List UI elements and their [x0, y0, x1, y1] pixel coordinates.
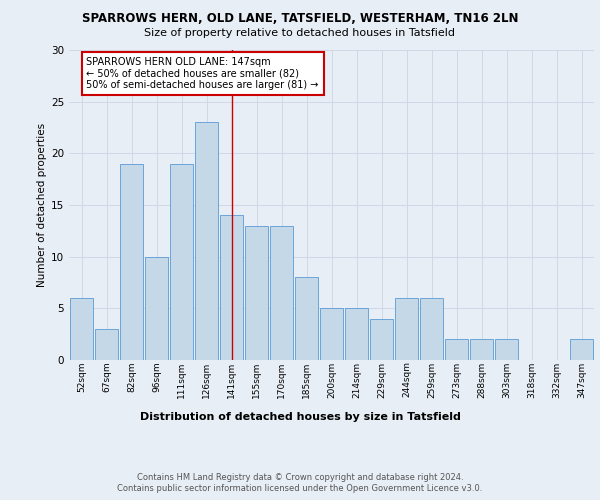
Text: Contains HM Land Registry data © Crown copyright and database right 2024.: Contains HM Land Registry data © Crown c… — [137, 472, 463, 482]
Text: Distribution of detached houses by size in Tatsfield: Distribution of detached houses by size … — [140, 412, 460, 422]
Bar — [194, 122, 218, 360]
Bar — [269, 226, 293, 360]
Bar — [119, 164, 143, 360]
Text: Contains public sector information licensed under the Open Government Licence v3: Contains public sector information licen… — [118, 484, 482, 493]
Bar — [220, 216, 244, 360]
Bar — [320, 308, 343, 360]
Y-axis label: Number of detached properties: Number of detached properties — [37, 123, 47, 287]
Bar — [170, 164, 193, 360]
Bar — [569, 340, 593, 360]
Bar — [370, 318, 394, 360]
Bar — [470, 340, 493, 360]
Bar — [295, 278, 319, 360]
Bar — [95, 329, 118, 360]
Bar — [395, 298, 418, 360]
Bar — [445, 340, 469, 360]
Text: Size of property relative to detached houses in Tatsfield: Size of property relative to detached ho… — [145, 28, 455, 38]
Bar — [419, 298, 443, 360]
Bar — [494, 340, 518, 360]
Text: SPARROWS HERN OLD LANE: 147sqm
← 50% of detached houses are smaller (82)
50% of : SPARROWS HERN OLD LANE: 147sqm ← 50% of … — [86, 57, 319, 90]
Bar — [245, 226, 268, 360]
Bar — [70, 298, 94, 360]
Bar — [145, 256, 169, 360]
Bar — [344, 308, 368, 360]
Text: SPARROWS HERN, OLD LANE, TATSFIELD, WESTERHAM, TN16 2LN: SPARROWS HERN, OLD LANE, TATSFIELD, WEST… — [82, 12, 518, 26]
